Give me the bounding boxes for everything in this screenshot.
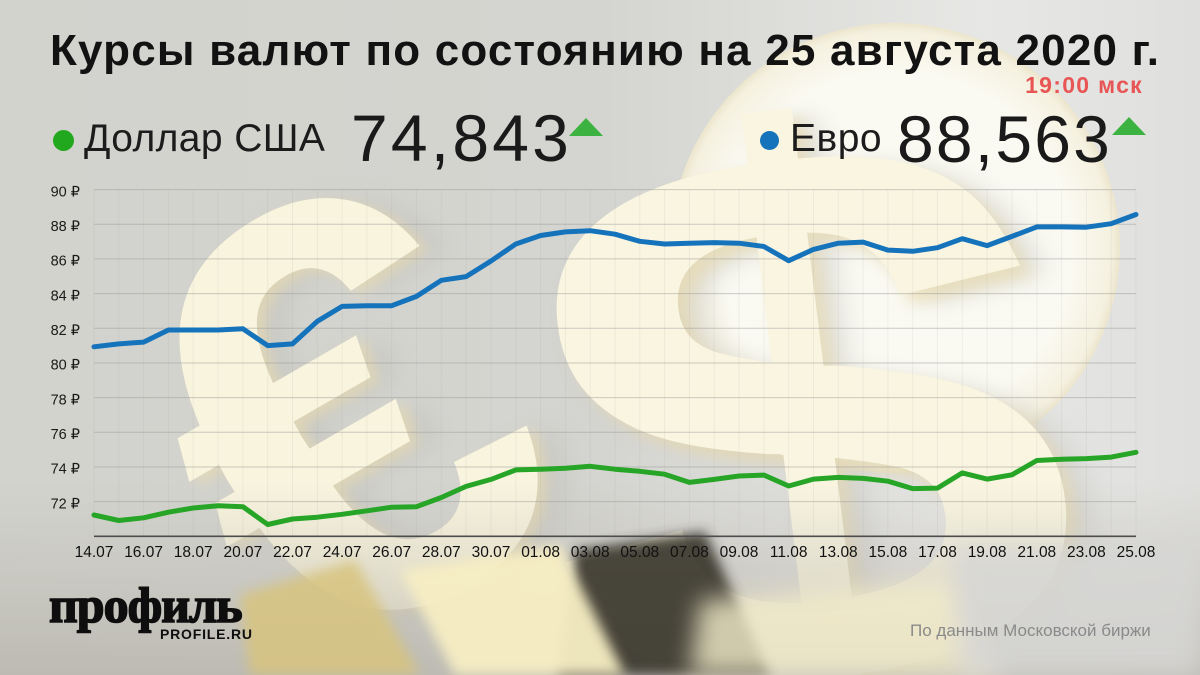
svg-text:05.08: 05.08 xyxy=(620,544,659,561)
svg-text:28.07: 28.07 xyxy=(422,544,461,561)
svg-text:23.08: 23.08 xyxy=(1067,544,1106,561)
svg-text:74 ₽: 74 ₽ xyxy=(51,462,81,478)
svg-text:11.08: 11.08 xyxy=(770,544,808,561)
svg-text:84 ₽: 84 ₽ xyxy=(51,288,81,304)
svg-text:20.07: 20.07 xyxy=(224,544,263,561)
svg-text:21.08: 21.08 xyxy=(1017,544,1056,561)
svg-text:25.08: 25.08 xyxy=(1117,544,1156,561)
svg-text:30.07: 30.07 xyxy=(472,544,511,561)
svg-text:22.07: 22.07 xyxy=(273,544,312,561)
svg-text:76 ₽: 76 ₽ xyxy=(51,427,81,443)
svg-text:01.08: 01.08 xyxy=(521,544,560,561)
svg-text:18.07: 18.07 xyxy=(174,544,213,561)
svg-text:80 ₽: 80 ₽ xyxy=(51,358,81,374)
svg-text:26.07: 26.07 xyxy=(372,544,411,561)
svg-text:72 ₽: 72 ₽ xyxy=(51,496,81,512)
svg-text:82 ₽: 82 ₽ xyxy=(51,323,81,339)
svg-text:19.08: 19.08 xyxy=(968,544,1007,561)
svg-text:24.07: 24.07 xyxy=(323,544,362,561)
svg-text:14.07: 14.07 xyxy=(75,544,114,561)
svg-text:03.08: 03.08 xyxy=(571,544,610,561)
svg-text:13.08: 13.08 xyxy=(819,544,858,561)
svg-text:07.08: 07.08 xyxy=(670,544,709,561)
svg-text:78 ₽: 78 ₽ xyxy=(51,392,81,408)
svg-text:16.07: 16.07 xyxy=(124,544,163,561)
svg-text:86 ₽: 86 ₽ xyxy=(51,254,81,270)
svg-text:15.08: 15.08 xyxy=(869,544,908,561)
svg-text:90 ₽: 90 ₽ xyxy=(51,184,81,200)
svg-text:17.08: 17.08 xyxy=(918,544,957,561)
svg-text:88 ₽: 88 ₽ xyxy=(51,219,81,235)
svg-text:09.08: 09.08 xyxy=(720,544,759,561)
